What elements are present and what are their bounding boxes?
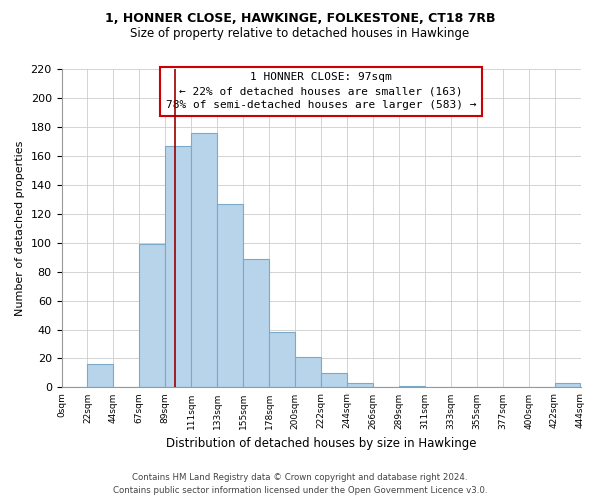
Bar — [88, 364, 113, 388]
Bar — [347, 383, 373, 388]
Text: Size of property relative to detached houses in Hawkinge: Size of property relative to detached ho… — [130, 28, 470, 40]
Bar — [166, 146, 191, 388]
Bar — [139, 244, 166, 388]
Text: 1, HONNER CLOSE, HAWKINGE, FOLKESTONE, CT18 7RB: 1, HONNER CLOSE, HAWKINGE, FOLKESTONE, C… — [105, 12, 495, 26]
X-axis label: Distribution of detached houses by size in Hawkinge: Distribution of detached houses by size … — [166, 437, 476, 450]
Y-axis label: Number of detached properties: Number of detached properties — [15, 140, 25, 316]
Bar — [295, 357, 321, 388]
Bar — [191, 132, 217, 388]
Bar — [554, 383, 580, 388]
Text: 1 HONNER CLOSE: 97sqm
← 22% of detached houses are smaller (163)
78% of semi-det: 1 HONNER CLOSE: 97sqm ← 22% of detached … — [166, 72, 476, 110]
Bar — [269, 332, 295, 388]
Bar — [217, 204, 243, 388]
Bar — [243, 258, 269, 388]
Text: Contains HM Land Registry data © Crown copyright and database right 2024.
Contai: Contains HM Land Registry data © Crown c… — [113, 474, 487, 495]
Bar — [321, 373, 347, 388]
Bar — [399, 386, 425, 388]
